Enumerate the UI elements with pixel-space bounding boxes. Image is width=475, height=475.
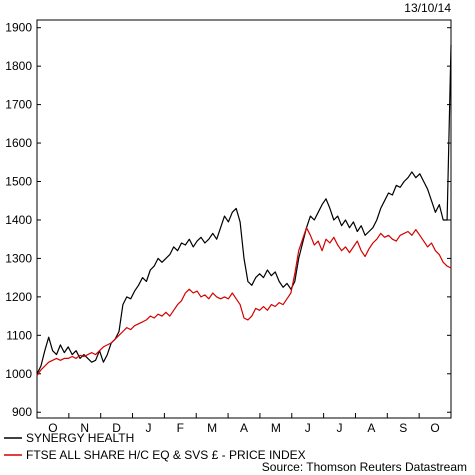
x-tick-label: J [305,421,311,435]
x-tick-label: S [399,421,407,435]
y-tick-label: 1400 [5,213,32,227]
x-tick-label: A [240,421,248,435]
x-tick-label: N [80,421,89,435]
y-tick-label: 1500 [5,175,32,189]
x-tick-label: A [367,421,375,435]
y-tick-label: 1100 [6,328,32,342]
y-axis: 900 1000 1100 1200 1300 1400 1500 1600 1700 1800 1… [5,21,451,419]
legend-label-1: FTSE ALL SHARE H/C EQ & SVS £ - PRICE IN… [26,448,306,462]
legend: SYNERGY HEALTH FTSE ALL SHARE H/C EQ & SV… [4,431,306,462]
y-tick-label: 1600 [5,136,32,150]
plot-frame [36,19,452,419]
plot-border [36,19,452,419]
x-tick-label: F [177,421,184,435]
series-line-0 [36,44,452,375]
y-tick-label: 1900 [5,21,32,35]
y-tick-label: 1000 [5,367,32,381]
source-label: Source: Thomson Reuters Datastream [262,460,467,474]
legend-label-0: SYNERGY HEALTH [26,431,134,445]
y-tick-label: 900 [12,405,32,419]
y-tick-label: 1200 [5,290,32,304]
series-group [36,44,452,377]
y-tick-label: 1700 [5,98,32,112]
x-tick-label: M [271,421,281,435]
x-tick-label: J [337,421,343,435]
y-tick-label: 1800 [5,59,32,73]
y-tick-label: 1300 [5,251,32,265]
date-label: 13/10/14 [404,1,451,15]
x-tick-label: O [430,421,439,435]
x-tick-label: J [145,421,151,435]
series-line-1 [36,227,452,377]
x-tick-label: M [207,421,217,435]
x-tick-label: D [112,421,121,435]
x-tick-label: O [48,421,57,435]
